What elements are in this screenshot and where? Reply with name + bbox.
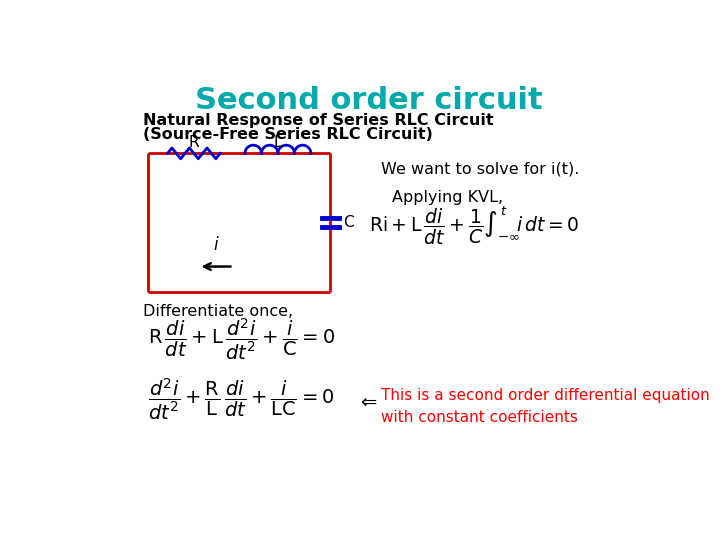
Text: C: C <box>343 215 354 230</box>
Text: i: i <box>214 236 218 254</box>
Text: Differentiate once,: Differentiate once, <box>143 303 293 319</box>
Text: Natural Response of Series RLC Circuit: Natural Response of Series RLC Circuit <box>143 113 493 129</box>
Text: Second order circuit: Second order circuit <box>195 86 543 116</box>
Text: $\dfrac{d^2i}{dt^2} + \dfrac{\mathrm{R}}{\mathrm{L}}\,\dfrac{di}{dt} + \dfrac{i}: $\dfrac{d^2i}{dt^2} + \dfrac{\mathrm{R}}… <box>148 377 334 422</box>
Text: This is a second order differential equation
with constant coefficients: This is a second order differential equa… <box>381 388 709 426</box>
Text: L: L <box>274 136 282 150</box>
Text: (Source-Free Series RLC Circuit): (Source-Free Series RLC Circuit) <box>143 127 433 142</box>
Text: R: R <box>189 136 199 150</box>
Text: Applying KVL,: Applying KVL, <box>392 190 503 205</box>
Text: $\Leftarrow$: $\Leftarrow$ <box>357 392 379 411</box>
Text: $\mathrm{Ri} + \mathrm{L}\,\dfrac{di}{dt} + \dfrac{1}{C}\int_{-\infty}^{t}\!i\,d: $\mathrm{Ri} + \mathrm{L}\,\dfrac{di}{dt… <box>369 205 580 247</box>
Text: $\mathrm{R}\,\dfrac{di}{dt} + \mathrm{L}\,\dfrac{d^2i}{dt^2} + \dfrac{i}{\mathrm: $\mathrm{R}\,\dfrac{di}{dt} + \mathrm{L}… <box>148 316 335 362</box>
Text: We want to solve for i(t).: We want to solve for i(t). <box>381 161 579 176</box>
